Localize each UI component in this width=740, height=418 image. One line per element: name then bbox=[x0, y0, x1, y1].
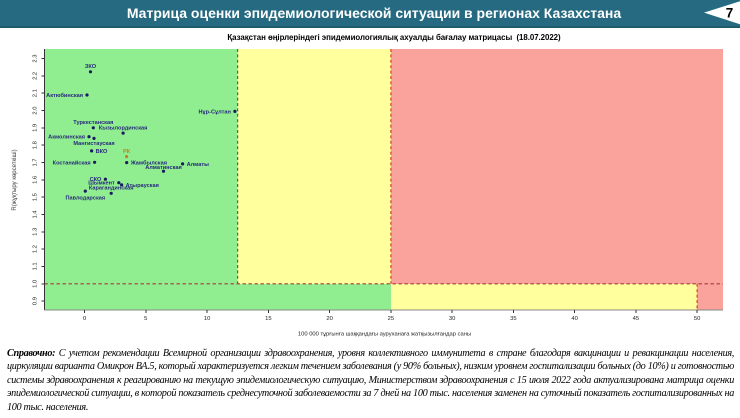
svg-text:1.0: 1.0 bbox=[33, 280, 39, 288]
svg-text:Павлодарская: Павлодарская bbox=[65, 195, 105, 201]
svg-text:Мангистауская: Мангистауская bbox=[73, 141, 114, 147]
svg-text:40: 40 bbox=[571, 316, 577, 322]
svg-text:ВКО: ВКО bbox=[96, 149, 108, 155]
svg-text:1.4: 1.4 bbox=[33, 210, 39, 219]
svg-text:1.3: 1.3 bbox=[33, 228, 39, 236]
svg-text:Алматы: Алматы bbox=[187, 162, 210, 168]
svg-text:2.2: 2.2 bbox=[33, 72, 39, 80]
svg-text:Карагандинская: Карагандинская bbox=[89, 186, 134, 192]
svg-text:1.1: 1.1 bbox=[33, 262, 39, 270]
svg-text:Костанайская: Костанайская bbox=[53, 159, 91, 166]
svg-text:30: 30 bbox=[449, 316, 455, 322]
svg-text:20: 20 bbox=[326, 316, 332, 322]
svg-text:1.7: 1.7 bbox=[33, 158, 39, 166]
svg-text:1.8: 1.8 bbox=[33, 141, 39, 149]
svg-text:5: 5 bbox=[144, 316, 147, 322]
svg-text:РК: РК bbox=[123, 149, 131, 155]
svg-text:15: 15 bbox=[265, 316, 271, 322]
svg-text:1.9: 1.9 bbox=[33, 124, 39, 132]
svg-text:Кызылординская: Кызылординская bbox=[99, 126, 148, 132]
svg-text:100 000 тұрғынға шаққандағы ау: 100 000 тұрғынға шаққандағы ауруханаға ж… bbox=[298, 332, 471, 338]
svg-text:25: 25 bbox=[388, 316, 394, 322]
svg-text:Жамбылская: Жамбылская bbox=[130, 160, 167, 167]
svg-text:Туркестанская: Туркестанская bbox=[73, 120, 113, 126]
svg-text:СКО: СКО bbox=[90, 177, 102, 183]
svg-text:10: 10 bbox=[204, 316, 210, 322]
svg-text:2.1: 2.1 bbox=[33, 89, 39, 97]
svg-text:Актюбинская: Актюбинская bbox=[46, 92, 83, 99]
svg-text:1.5: 1.5 bbox=[33, 193, 39, 201]
svg-text:R(жұқтыру көрсеткіші): R(жұқтыру көрсеткіші) bbox=[12, 149, 18, 210]
svg-text:ЗКО: ЗКО bbox=[85, 64, 97, 70]
svg-text:50: 50 bbox=[694, 316, 700, 322]
svg-text:1.2: 1.2 bbox=[33, 245, 39, 253]
svg-text:1.6: 1.6 bbox=[33, 176, 39, 184]
svg-text:2.0: 2.0 bbox=[33, 107, 39, 115]
svg-text:Алматинская: Алматинская bbox=[145, 165, 182, 171]
svg-text:45: 45 bbox=[633, 316, 639, 322]
svg-text:7: 7 bbox=[726, 6, 734, 21]
svg-text:Нұр-Сұлтан: Нұр-Сұлтан bbox=[199, 109, 231, 115]
svg-text:Атырауская: Атырауская bbox=[126, 183, 159, 189]
svg-text:35: 35 bbox=[510, 316, 516, 322]
svg-text:0.9: 0.9 bbox=[33, 297, 39, 305]
svg-text:2.3: 2.3 bbox=[33, 55, 39, 63]
svg-text:Шымкент: Шымкент bbox=[88, 181, 115, 187]
svg-text:Акмолинская: Акмолинская bbox=[48, 135, 85, 141]
svg-text:0: 0 bbox=[83, 316, 86, 322]
